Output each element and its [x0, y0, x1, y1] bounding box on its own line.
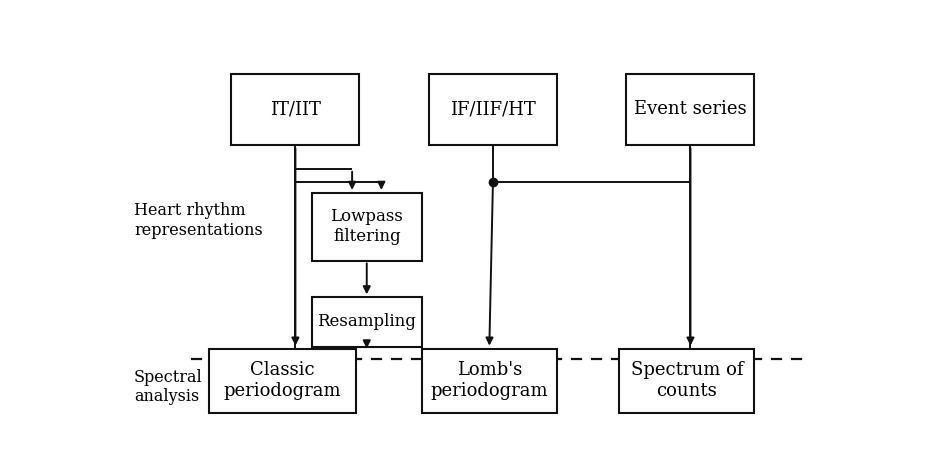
Text: Classic
periodogram: Classic periodogram	[224, 361, 342, 400]
Text: Resampling: Resampling	[317, 313, 416, 330]
FancyBboxPatch shape	[429, 74, 557, 145]
Text: Heart rhythm
representations: Heart rhythm representations	[134, 202, 262, 238]
FancyBboxPatch shape	[312, 297, 422, 347]
FancyBboxPatch shape	[619, 348, 754, 413]
Text: Event series: Event series	[634, 100, 747, 119]
Text: Lowpass
filtering: Lowpass filtering	[330, 208, 403, 245]
FancyBboxPatch shape	[627, 74, 754, 145]
FancyBboxPatch shape	[312, 193, 422, 260]
Text: IF/IIF/HT: IF/IIF/HT	[450, 100, 536, 119]
FancyBboxPatch shape	[422, 348, 557, 413]
Text: Lomb's
periodogram: Lomb's periodogram	[430, 361, 548, 400]
FancyBboxPatch shape	[210, 348, 356, 413]
Text: Spectrum of
counts: Spectrum of counts	[631, 361, 743, 400]
Text: IT/IIT: IT/IIT	[270, 100, 321, 119]
FancyBboxPatch shape	[231, 74, 360, 145]
Text: Spectral
analysis: Spectral analysis	[134, 369, 203, 405]
